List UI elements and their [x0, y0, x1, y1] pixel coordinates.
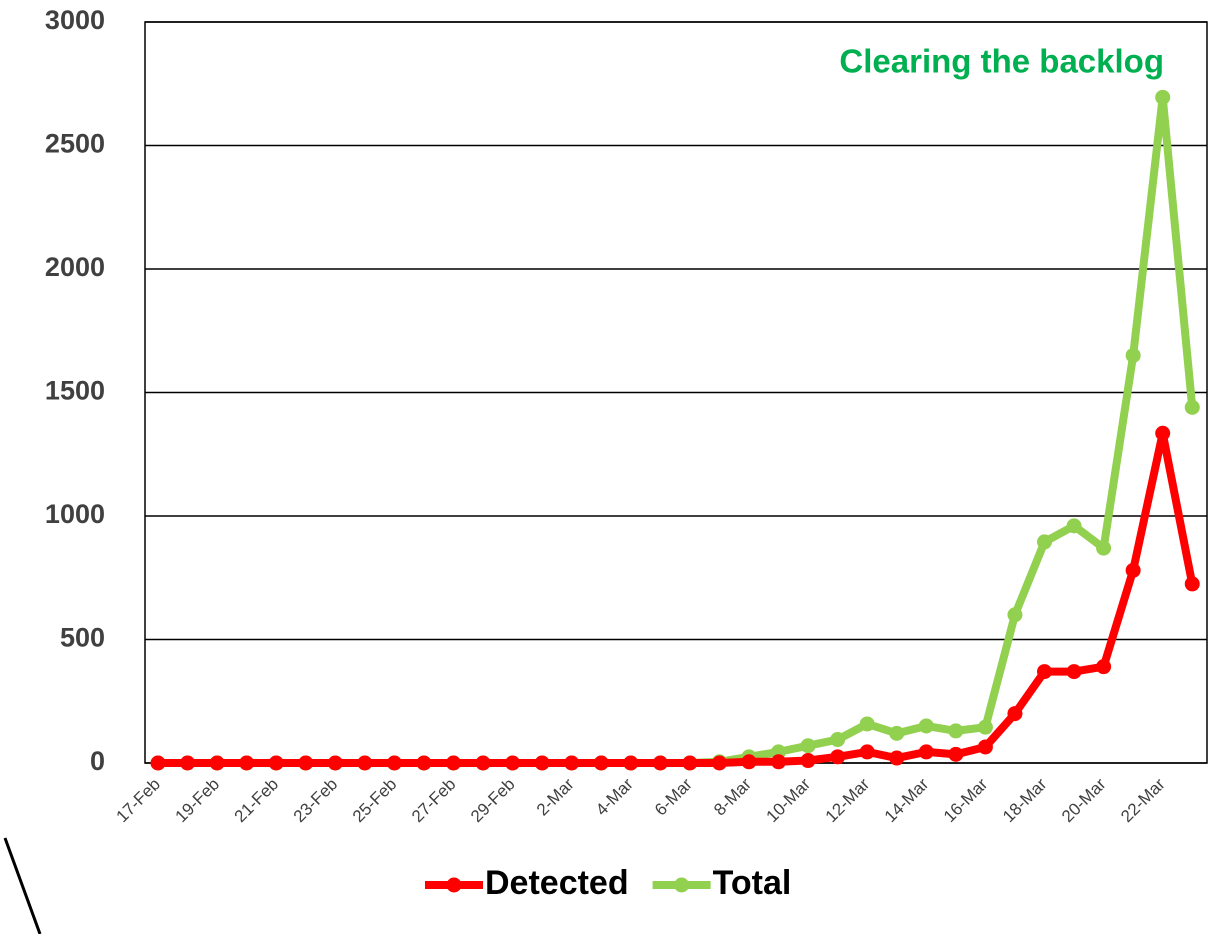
- x-tick-label: 14-Mar: [881, 774, 933, 826]
- data-point: [239, 755, 255, 771]
- x-tick-label: 17-Feb: [112, 775, 164, 827]
- data-point: [1037, 664, 1052, 680]
- annotation: Clearing the backlog: [839, 43, 1164, 80]
- x-tick-label: 20-Mar: [1058, 774, 1110, 826]
- data-point: [977, 719, 993, 735]
- legend-marker: [446, 877, 462, 893]
- data-point: [534, 755, 550, 771]
- y-tick-label: 1500: [45, 376, 105, 406]
- data-point: [830, 749, 846, 765]
- y-tick-label: 0: [90, 746, 105, 776]
- x-tick-label: 8-Mar: [710, 774, 755, 819]
- data-point: [209, 755, 225, 771]
- data-point: [1007, 706, 1023, 722]
- x-tick-label: 25-Feb: [349, 775, 401, 827]
- x-tick-label: 12-Mar: [822, 774, 874, 826]
- data-point: [859, 744, 875, 760]
- x-tick-label: 29-Feb: [467, 775, 519, 827]
- data-point: [623, 755, 639, 771]
- legend-label: Detected: [485, 864, 629, 902]
- data-point: [741, 754, 757, 770]
- data-point: [977, 739, 993, 755]
- data-point: [682, 755, 698, 771]
- data-point: [889, 750, 905, 766]
- data-point: [593, 755, 609, 771]
- series-line: [158, 93, 1197, 767]
- data-point: [889, 725, 905, 741]
- x-tick-label: 16-Mar: [940, 774, 992, 826]
- x-tick-label: 10-Mar: [763, 774, 815, 826]
- data-point: [505, 755, 521, 771]
- x-tick-label: 2-Mar: [533, 774, 578, 819]
- data-point: [800, 738, 816, 754]
- data-point: [327, 755, 343, 771]
- x-tick-label: 21-Feb: [231, 775, 283, 827]
- data-point: [830, 732, 846, 748]
- data-point: [918, 744, 934, 760]
- data-point: [800, 753, 816, 769]
- x-tick-label: 22-Mar: [1117, 774, 1169, 826]
- y-tick-label: 500: [60, 623, 105, 653]
- data-point: [1125, 347, 1141, 363]
- y-tick-label: 2500: [45, 129, 105, 159]
- data-point: [652, 755, 668, 771]
- data-point: [1007, 607, 1023, 623]
- y-tick-label: 2000: [45, 252, 105, 282]
- data-point: [948, 723, 964, 739]
- x-tick-label: 6-Mar: [651, 774, 696, 819]
- data-point: [1096, 659, 1112, 675]
- data-point: [1155, 89, 1171, 105]
- data-point: [446, 755, 461, 771]
- data-point: [1125, 562, 1141, 578]
- data-point: [180, 755, 196, 771]
- data-point: [1037, 534, 1052, 550]
- data-point: [1066, 518, 1082, 534]
- legend-marker: [674, 877, 690, 893]
- data-point: [564, 755, 580, 771]
- data-point: [771, 754, 787, 770]
- data-point: [475, 755, 491, 771]
- x-tick-label: 27-Feb: [408, 775, 460, 827]
- data-point: [1096, 540, 1112, 556]
- data-point: [268, 755, 284, 771]
- data-point: [416, 755, 432, 771]
- data-point: [1066, 664, 1082, 680]
- data-point: [386, 755, 402, 771]
- data-point: [1155, 425, 1171, 441]
- data-point: [948, 746, 964, 762]
- x-tick-label: 4-Mar: [592, 774, 637, 819]
- y-tick-label: 3000: [45, 5, 105, 35]
- data-point: [357, 755, 373, 771]
- data-point: [1184, 399, 1200, 415]
- data-point: [1184, 576, 1200, 592]
- series-line: [158, 429, 1197, 767]
- x-tick-label: 23-Feb: [290, 775, 342, 827]
- data-point: [298, 755, 314, 771]
- x-tick-label: 18-Mar: [999, 774, 1051, 826]
- x-tick-label: 19-Feb: [172, 775, 224, 827]
- data-point: [711, 755, 727, 771]
- data-point: [150, 755, 166, 771]
- y-tick-label: 1000: [45, 499, 105, 529]
- decor-line: [3, 837, 42, 934]
- data-point: [859, 716, 875, 732]
- legend-label: Total: [713, 864, 792, 902]
- data-point: [918, 718, 934, 734]
